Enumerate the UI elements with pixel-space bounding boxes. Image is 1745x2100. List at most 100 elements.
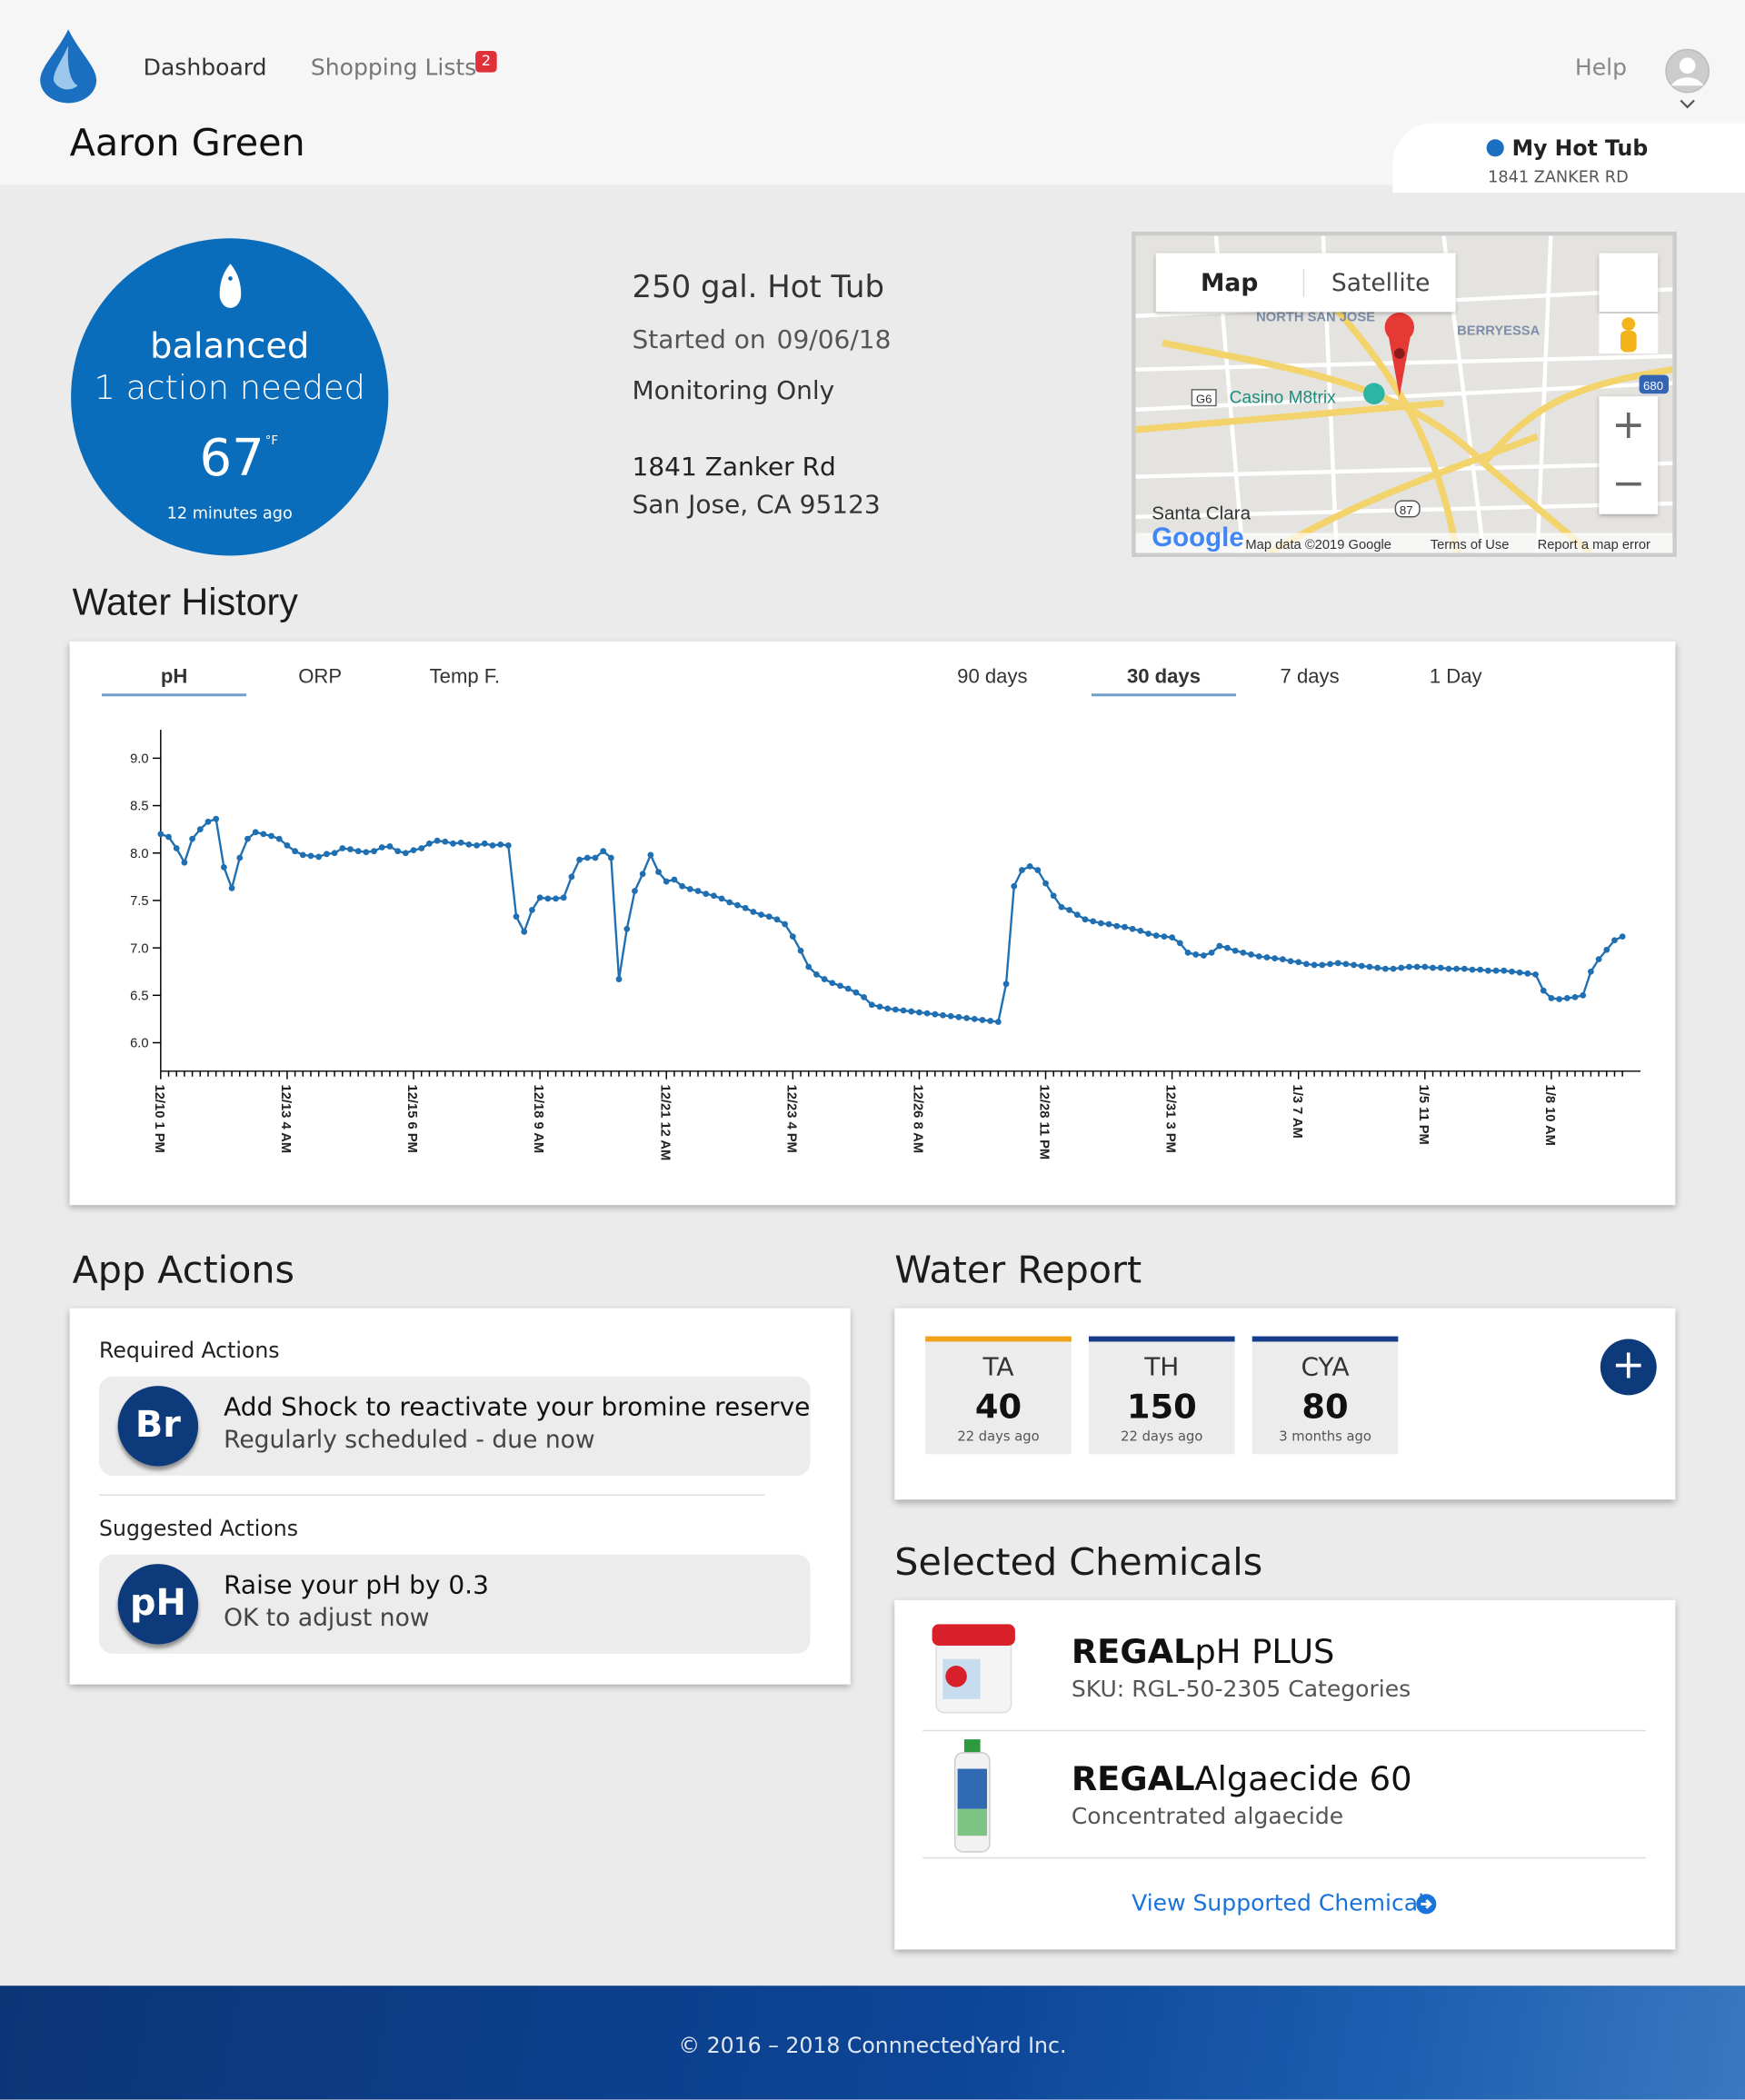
map-tab[interactable]: Satellite xyxy=(1302,269,1457,298)
y-tick-label: 6.0 xyxy=(130,1037,148,1051)
test-tile[interactable]: TA 40 22 days ago xyxy=(925,1336,1072,1455)
ph-point xyxy=(1066,906,1072,913)
ph-point xyxy=(513,913,520,921)
range-tab[interactable]: 90 days xyxy=(957,664,1027,687)
product-image xyxy=(932,1624,1015,1714)
chemical-name[interactable]: Algaecide 60 xyxy=(1194,1759,1412,1798)
ph-point xyxy=(940,1011,946,1019)
ph-point xyxy=(394,848,402,855)
ph-point xyxy=(1248,951,1254,958)
ph-point xyxy=(639,871,646,878)
map-tab[interactable]: Map xyxy=(1201,269,1259,298)
test-value: 80 xyxy=(1301,1387,1349,1427)
ph-point xyxy=(1192,951,1200,958)
ph-point xyxy=(1469,966,1476,973)
nav-item[interactable]: Dashboard xyxy=(143,55,267,82)
actions-card: Required Actions Br Add Shock to reactiv… xyxy=(69,1308,851,1685)
metric-tab[interactable]: Temp F. xyxy=(430,664,500,687)
x-tick-label: 12/15 6 PM xyxy=(404,1085,419,1153)
footer-text: © 2016 – 2018 ConnnectedYard Inc. xyxy=(678,2032,1067,2058)
ph-point xyxy=(213,815,220,822)
device-dot xyxy=(1486,139,1504,157)
ph-point xyxy=(1034,867,1042,873)
ph-point xyxy=(686,886,693,892)
pool-street: 1841 Zanker Rd xyxy=(632,453,836,483)
ph-point xyxy=(1524,970,1531,977)
logo xyxy=(40,29,97,104)
metric-tab[interactable]: ORP xyxy=(298,664,342,687)
ph-point xyxy=(1073,911,1081,918)
ph-point xyxy=(1224,944,1231,951)
ph-point xyxy=(876,1003,883,1010)
ph-point xyxy=(331,850,338,857)
range-tab[interactable]: 30 days xyxy=(1127,664,1201,687)
chemical-name[interactable]: pH PLUS xyxy=(1194,1632,1335,1671)
action-item[interactable]: pH Raise your pH by 0.3 OK to adjust now xyxy=(99,1554,811,1654)
ph-point xyxy=(173,845,180,851)
action-item[interactable]: Br Add Shock to reactivate your bromine … xyxy=(99,1376,811,1476)
ph-point xyxy=(1231,947,1239,954)
ph-point xyxy=(734,901,741,909)
ph-point xyxy=(1430,964,1436,971)
ph-point xyxy=(663,878,670,885)
x-tick-label: 12/28 11 PM xyxy=(1037,1085,1052,1160)
y-tick-label: 8.5 xyxy=(130,800,148,814)
ph-point xyxy=(1342,960,1350,968)
active-tab-underline xyxy=(1091,693,1237,697)
map[interactable]: NORTH SAN JOSE BERRYESSA Casino M8trix S… xyxy=(1132,231,1677,557)
x-tick-label: 12/10 1 PM xyxy=(152,1085,166,1153)
ph-point xyxy=(1097,920,1104,927)
ph-point xyxy=(1548,995,1555,1001)
ph-point xyxy=(1588,968,1594,975)
ph-point xyxy=(758,911,764,918)
ph-point xyxy=(1184,949,1192,956)
x-tick-label: 12/31 3 PM xyxy=(1163,1085,1178,1153)
user-name: Aaron Green xyxy=(69,120,305,165)
history-card xyxy=(69,641,1676,1206)
x-tick-label: 12/23 4 PM xyxy=(783,1085,798,1153)
test-tile[interactable]: CYA 80 3 months ago xyxy=(1251,1336,1399,1455)
nav-item[interactable]: Shopping Lists xyxy=(310,55,477,82)
chemicals-link[interactable]: View Supported Chemicals xyxy=(1132,1890,1437,1918)
add-test-button[interactable]: + xyxy=(1600,1339,1657,1396)
pegman[interactable] xyxy=(1599,313,1659,354)
range-tab[interactable]: 7 days xyxy=(1281,664,1340,687)
ph-point xyxy=(220,864,227,871)
map-label: BERRYESSA xyxy=(1457,323,1540,338)
divider xyxy=(922,1856,1646,1859)
fullscreen-button[interactable] xyxy=(1599,253,1659,313)
ph-point xyxy=(244,835,251,842)
ph-point xyxy=(844,985,852,992)
ph-point xyxy=(354,848,362,855)
ph-point xyxy=(726,899,733,906)
test-tile[interactable]: TH 150 22 days ago xyxy=(1088,1336,1235,1455)
link-arrow[interactable] xyxy=(1416,1894,1438,1916)
chemical-detail: SKU: RGL-50-2305 Categories xyxy=(1071,1676,1411,1704)
map-credit[interactable]: Terms of Use xyxy=(1431,538,1510,552)
badge: 2 xyxy=(475,50,497,73)
ph-point xyxy=(402,850,409,857)
ph-point xyxy=(1390,965,1397,972)
ph-point xyxy=(671,876,678,883)
device-name[interactable]: My Hot Tub xyxy=(1511,134,1649,161)
status-actions: 1 action needed xyxy=(94,368,365,407)
ph-point xyxy=(1492,967,1500,974)
zoom-control[interactable]: + − xyxy=(1599,396,1659,514)
pool-mode: Monitoring Only xyxy=(632,376,835,406)
action-title: Raise your pH by 0.3 xyxy=(224,1570,489,1600)
metric-tab[interactable]: pH xyxy=(161,664,187,687)
ph-point xyxy=(252,829,259,836)
ph-point xyxy=(1255,953,1262,960)
map-credit[interactable]: Report a map error xyxy=(1538,538,1650,552)
range-tab[interactable]: 1 Day xyxy=(1430,664,1482,687)
ph-point xyxy=(592,854,599,861)
help-link[interactable]: Help xyxy=(1574,55,1627,82)
ph-point xyxy=(553,895,559,902)
x-tick-label: 1/3 7 AM xyxy=(1290,1085,1304,1139)
ph-point xyxy=(292,848,299,855)
status-state: balanced xyxy=(150,326,310,367)
ph-point xyxy=(1611,937,1618,944)
sensor-icon xyxy=(219,264,242,308)
avatar[interactable] xyxy=(1663,48,1711,113)
